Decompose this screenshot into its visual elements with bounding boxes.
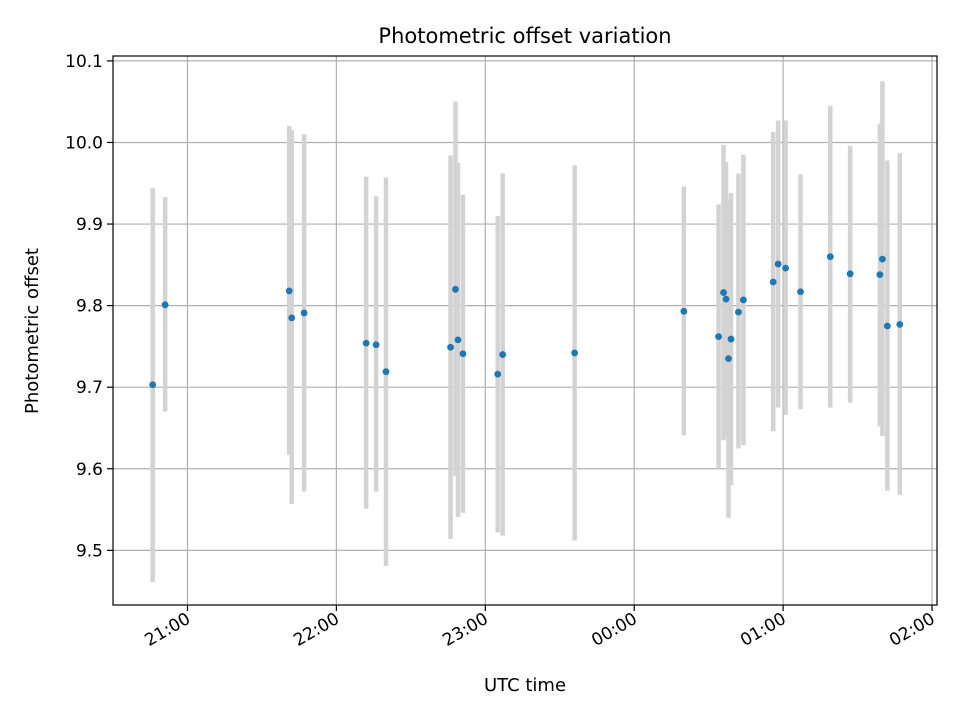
- y-tick-label: 9.7: [76, 378, 103, 398]
- plot-area-frame: [112, 55, 938, 606]
- data-point: [447, 343, 454, 351]
- points-layer: [149, 253, 904, 389]
- y-tick-label: 9.5: [76, 541, 103, 561]
- data-point: [300, 309, 308, 317]
- data-point: [499, 351, 507, 358]
- data-point: [362, 339, 370, 347]
- data-point: [382, 368, 390, 376]
- data-point: [149, 381, 157, 389]
- y-axis-label: Photometric offset: [22, 248, 43, 414]
- data-point: [769, 278, 777, 286]
- data-point: [288, 314, 296, 322]
- data-point: [878, 255, 886, 263]
- chart-title: Photometric offset variation: [378, 24, 671, 48]
- y-tick-label: 10.1: [65, 52, 103, 72]
- data-point: [740, 296, 747, 304]
- data-point: [680, 307, 688, 315]
- data-point: [722, 295, 730, 303]
- data-point: [826, 253, 834, 261]
- data-point: [797, 288, 804, 296]
- data-point: [735, 308, 742, 316]
- data-point: [876, 271, 884, 279]
- data-point: [727, 335, 735, 343]
- data-point: [571, 349, 579, 357]
- data-point: [715, 333, 722, 341]
- data-point: [459, 350, 467, 358]
- data-point: [494, 370, 502, 378]
- data-point: [883, 322, 891, 330]
- data-point: [452, 285, 459, 293]
- y-tick-label: 10.0: [65, 133, 103, 153]
- y-tick-label: 9.8: [76, 297, 103, 317]
- data-point: [774, 260, 782, 268]
- data-point: [285, 287, 293, 295]
- data-point: [372, 341, 380, 349]
- data-point: [846, 270, 854, 278]
- data-point: [454, 336, 462, 344]
- y-tick-label: 9.9: [76, 215, 103, 235]
- data-point: [725, 355, 732, 363]
- y-tick-label: 9.6: [76, 460, 103, 480]
- data-point: [161, 301, 169, 309]
- data-point: [720, 289, 727, 296]
- data-point: [782, 264, 790, 272]
- x-axis-label: UTC time: [484, 675, 566, 696]
- data-point: [896, 320, 904, 328]
